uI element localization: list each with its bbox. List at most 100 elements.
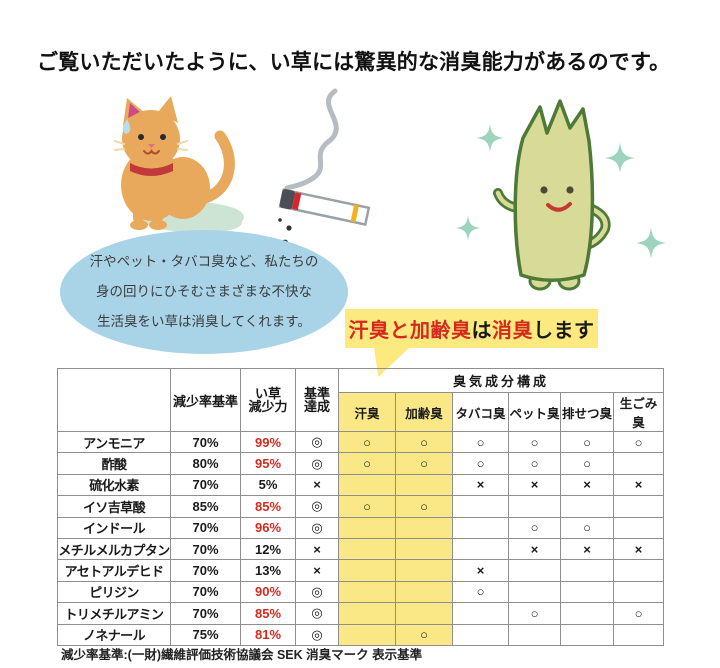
standard-cell: 70% <box>170 473 241 497</box>
odor-cell: ○ <box>508 452 561 475</box>
odor-cell: ○ <box>338 430 396 454</box>
odor-group-header: 臭気成分構成 <box>337 368 665 393</box>
odor-cell <box>612 495 665 518</box>
odor-cell <box>612 580 665 604</box>
pass-cell: ◎ <box>295 452 339 475</box>
igusa-power-cell: 90% <box>240 580 296 604</box>
odor-column-header: 加齢臭 <box>395 392 453 432</box>
pass-cell: ◎ <box>295 602 339 625</box>
substance-cell: ノネナール <box>57 623 171 646</box>
odor-column-header: ペット臭 <box>508 392 561 432</box>
pass-cell: ◎ <box>295 580 339 604</box>
standard-cell: 70% <box>170 559 241 582</box>
odor-cell: ○ <box>338 495 396 518</box>
standard-cell: 70% <box>170 516 241 539</box>
pass-cell: ◎ <box>295 623 339 646</box>
odor-cell: ○ <box>508 430 561 454</box>
odor-cell: ○ <box>560 516 614 539</box>
odor-cell <box>338 580 396 604</box>
page-title: ご覧いただいたように、い草には驚異的な消臭能力があるのです。 <box>37 51 671 74</box>
substance-cell: 硫化水素 <box>57 473 171 497</box>
igusa-power-cell: 95% <box>240 452 296 475</box>
table-row: インドール 70% 96% ◎ ○ ○ <box>57 516 665 539</box>
odor-cell <box>338 559 396 582</box>
odor-cell <box>612 516 665 539</box>
odor-cell <box>452 495 509 518</box>
substance-column-header <box>57 368 171 432</box>
odor-cell <box>612 623 665 646</box>
odor-cell <box>612 452 665 475</box>
standard-cell: 70% <box>170 580 241 604</box>
speech-bubble-line: 汗やペット・タバコ臭など、私たちの <box>89 254 319 269</box>
odor-cell <box>452 516 509 539</box>
odor-cell: ○ <box>612 602 665 625</box>
igusa-power-cell: 85% <box>240 602 296 625</box>
speech-bubble-text: 汗やペット・タバコ臭など、私たちの 身の回りにひそむさまざまな不快な 生活臭をい草は… <box>90 247 319 337</box>
table-row: ピリジン 70% 90% ◎ ○ <box>57 580 665 604</box>
odor-cell <box>508 580 561 604</box>
substance-cell: アンモニア <box>57 430 171 454</box>
callout-banner: 汗臭と加齢臭は消臭します <box>345 309 598 348</box>
odor-cell <box>612 559 665 582</box>
odor-cell <box>560 602 614 625</box>
standard-cell: 85% <box>170 495 241 518</box>
substance-cell: インドール <box>57 516 171 539</box>
igusa-power-cell: 96% <box>240 516 296 539</box>
odor-column-header: 生ごみ臭 <box>612 392 665 432</box>
igusa-power-cell: 5% <box>240 473 296 497</box>
odor-cell <box>452 623 509 646</box>
pass-cell: × <box>295 559 339 582</box>
odor-cell: ○ <box>452 430 509 454</box>
odor-cell <box>395 473 453 497</box>
igusa-power-cell: 81% <box>240 623 296 646</box>
igusa-power-cell: 85% <box>240 495 296 518</box>
igusa-rush-grass-mascot-icon <box>455 99 667 291</box>
odor-column-header: 排せつ臭 <box>560 392 614 432</box>
table-row: 硫化水素 70% 5% × × × × × <box>57 473 665 497</box>
table-row: メチルメルカプタン 70% 12% × × × × <box>57 537 665 561</box>
substance-cell: アセトアルデヒド <box>57 559 171 582</box>
odor-header-row: 汗臭 加齢臭 タバコ臭 ペット臭 排せつ臭 生ごみ臭 <box>58 392 665 432</box>
odor-cell <box>560 623 614 646</box>
callout-segment: は <box>471 320 492 342</box>
odor-cell <box>395 537 453 561</box>
odor-cell: ○ <box>560 452 614 475</box>
odor-cell: ○ <box>452 452 509 475</box>
odor-cell: ○ <box>508 516 561 539</box>
odor-cell <box>395 559 453 582</box>
table-row: 酢酸 80% 95% ◎ ○ ○ ○ ○ ○ <box>57 452 665 475</box>
pass-cell: × <box>295 537 339 561</box>
substance-cell: ピリジン <box>57 580 171 604</box>
standard-cell: 70% <box>170 430 241 454</box>
odor-cell <box>452 602 509 625</box>
deodorizing-table: 減少率基準 い草 減少力 基準 達成 臭気成分構成 汗臭 加齢臭 タバコ臭 ペット臭排… <box>57 368 665 646</box>
odor-cell <box>560 580 614 604</box>
footnote: 減少率基準:(一財)繊維評価技術協議会 SEK 消臭マーク 表示基準 <box>61 648 423 662</box>
callout-segment: 汗臭と加齢臭 <box>348 320 472 342</box>
speech-bubble: 汗やペット・タバコ臭など、私たちの 身の回りにひそむさまざまな不快な 生活臭をい草は… <box>60 230 348 354</box>
smoking-cigarette-icon <box>278 88 371 247</box>
odor-cell: ○ <box>395 495 453 518</box>
table-row: イソ吉草酸 85% 85% ◎ ○ ○ <box>57 495 665 518</box>
odor-cell <box>338 473 396 497</box>
odor-column-header: 汗臭 <box>338 392 396 432</box>
odor-cell: × <box>560 473 614 497</box>
pass-cell: ◎ <box>295 430 339 454</box>
odor-cell: ○ <box>508 602 561 625</box>
pass-cell: × <box>295 473 339 497</box>
odor-cell: ○ <box>395 430 453 454</box>
callout-segment: 消臭 <box>492 320 533 342</box>
igusa-power-cell: 13% <box>240 559 296 582</box>
odor-cell <box>395 602 453 625</box>
substance-cell: 酢酸 <box>57 452 171 475</box>
substance-cell: トリメチルアミン <box>57 602 171 625</box>
odor-cell <box>508 559 561 582</box>
odor-cell: × <box>612 537 665 561</box>
odor-cell <box>395 580 453 604</box>
cat-with-urine-puddle-icon <box>114 96 244 232</box>
odor-cell <box>338 602 396 625</box>
odor-cell: × <box>452 559 509 582</box>
odor-cell: × <box>560 537 614 561</box>
speech-bubble-line: 生活臭をい草は消臭してくれます。 <box>97 314 311 329</box>
odor-cell <box>452 537 509 561</box>
